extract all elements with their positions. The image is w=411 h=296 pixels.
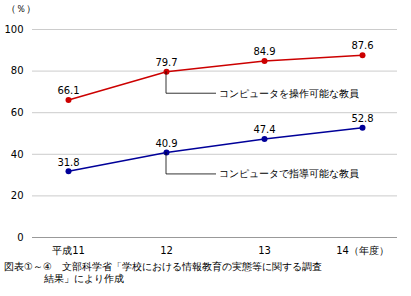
svg-text:60: 60	[11, 107, 24, 118]
svg-text:20: 20	[11, 190, 24, 201]
svg-text:14（年度）: 14（年度）	[336, 245, 389, 256]
svg-text:コンピュータで指導可能な教員: コンピュータで指導可能な教員	[219, 168, 359, 179]
svg-text:40.9: 40.9	[155, 138, 177, 149]
svg-text:100: 100	[4, 24, 23, 35]
html-text:図表①～④ 文部科学省「学校における情報教育の実態等に関する: 図表①～④ 文部科学省「学校における情報教育の実態等に関する調査 結果」により作…	[4, 261, 322, 284]
svg-text:84.9: 84.9	[253, 46, 275, 57]
svg-text:12: 12	[160, 245, 173, 256]
svg-text:31.8: 31.8	[57, 157, 79, 168]
svg-text:平成11: 平成11	[52, 245, 85, 256]
svg-text:80: 80	[11, 65, 24, 76]
svg-text:13: 13	[258, 245, 271, 256]
svg-text:66.1: 66.1	[57, 85, 79, 96]
svg-text:87.6: 87.6	[351, 40, 373, 51]
svg-text:0: 0	[17, 232, 23, 243]
svg-text:40: 40	[11, 149, 24, 160]
svg-text:79.7: 79.7	[155, 57, 177, 68]
svg-text:52.8: 52.8	[351, 113, 373, 124]
svg-text:コンピュータを操作可能な教員: コンピュータを操作可能な教員	[219, 88, 359, 99]
svg-text:47.4: 47.4	[253, 124, 275, 135]
